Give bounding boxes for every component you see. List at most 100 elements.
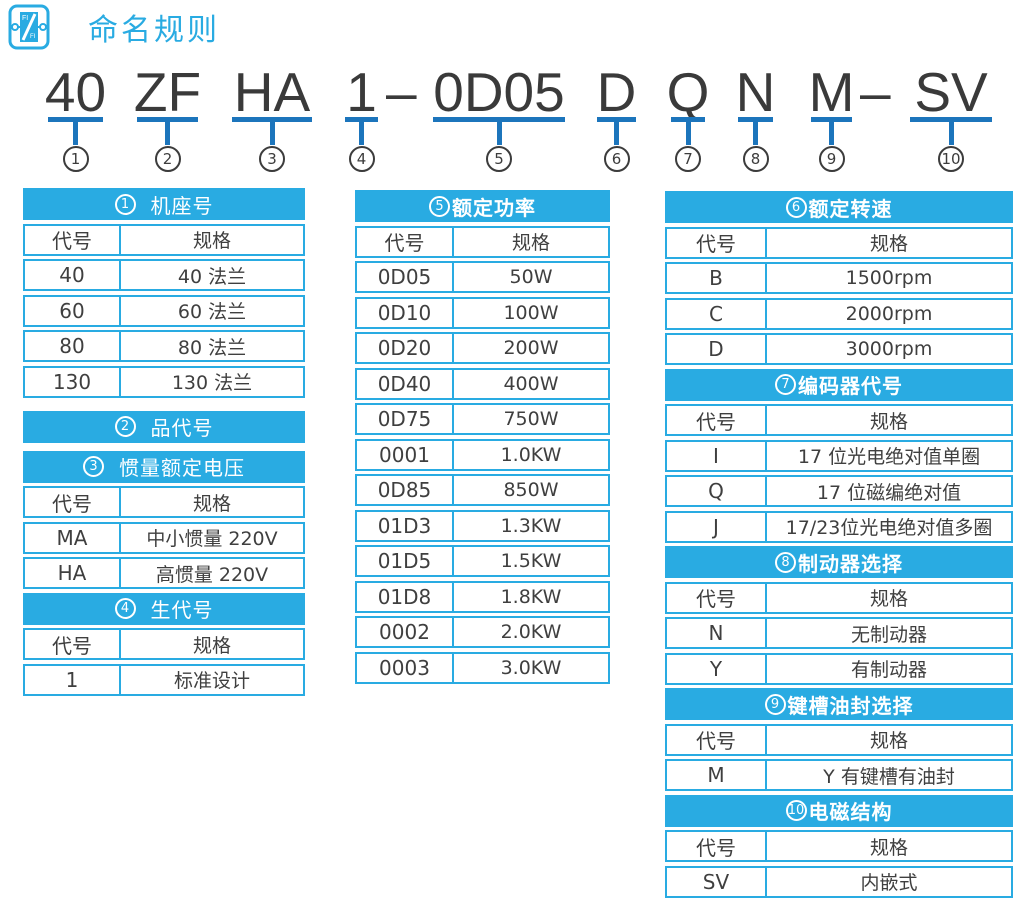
segment-underline [433, 117, 565, 122]
col-header-code: 代号 [25, 225, 121, 254]
section-title: 惯量额定电压 [119, 456, 245, 480]
section-number-icon: 10 [785, 800, 807, 821]
cell-spec: 1.0KW [500, 443, 562, 466]
code-segment-inertia-voltage: HA 3 [232, 61, 312, 172]
section-number-icon: 3 [83, 456, 104, 477]
cell-code: 01D8 [357, 582, 454, 611]
code-segment-keyway-seal: M 9 [808, 61, 855, 172]
col-header-spec: 规格 [869, 588, 908, 610]
section-title: 额定转速 [808, 196, 893, 221]
segment-tick [496, 122, 502, 145]
segment-tick [614, 122, 619, 145]
col-header-code: 代号 [667, 583, 767, 612]
col-header-spec: 规格 [192, 230, 231, 252]
code-segment-text: SV [914, 61, 988, 123]
segment-marker: 10 [938, 146, 964, 172]
section-rated-speed: 6 额定转速 代号 规格 B 1500rpm C 2000rpm [665, 191, 1013, 365]
segment-tick [753, 122, 758, 145]
cell-spec: 17 位磁编绝对值 [816, 481, 962, 504]
table-row: 0D85 850W [355, 474, 610, 506]
section-magnet-structure: 10 电磁结构 代号 规格 SV 内嵌式 [665, 794, 1013, 898]
table-body: M Y 有键槽有油封 [665, 759, 1013, 791]
table-row: 0001 1.0KW [355, 438, 610, 471]
column-header-row: 代号 规格 [665, 226, 1013, 259]
section-header: 6 额定转速 [665, 191, 1013, 223]
cell-code: B [667, 264, 767, 292]
cell-code: 60 [25, 296, 121, 325]
table-row: 01D3 1.3KW [355, 509, 610, 542]
segment-underline [48, 117, 103, 122]
column-right: 6 额定转速 代号 规格 B 1500rpm C 2000rpm [665, 191, 1013, 901]
cell-code: C [667, 299, 767, 328]
cell-spec: 100W [503, 301, 559, 324]
section-number-icon: 2 [114, 416, 136, 437]
table-row: D 3000rpm [665, 333, 1013, 365]
column-header-row: 代号 规格 [665, 404, 1013, 436]
cell-spec: 1.8KW [500, 585, 562, 608]
cell-code: 0D20 [357, 334, 454, 362]
cell-spec: 无制动器 [850, 623, 927, 646]
cell-code: 1 [25, 665, 121, 694]
table-row: 0D10 100W [355, 296, 610, 329]
section-header: 1 机座号 [23, 188, 305, 220]
table-body: 40 40 法兰 60 60 法兰 80 80 法兰 130 [23, 259, 305, 398]
page-header: FI FI 命名规则 [8, 4, 220, 50]
segment-underline [232, 117, 312, 122]
cell-spec: 50W [509, 266, 553, 288]
table-row: N 无制动器 [665, 617, 1013, 649]
code-dash: – [860, 61, 891, 123]
cell-spec: 2.0KW [500, 621, 562, 643]
table-row: C 2000rpm [665, 297, 1013, 330]
table-body: I 17 位光电绝对值单圈 Q 17 位磁编绝对值 J 17/23位光电绝对值多… [665, 439, 1013, 543]
table-row: 60 60 法兰 [23, 294, 305, 327]
table-body: N 无制动器 Y 有制动器 [665, 617, 1013, 685]
cell-code: N [667, 619, 767, 647]
table-row: 0D40 400W [355, 367, 610, 400]
section-header: 3 惯量额定电压 [23, 450, 305, 483]
section-title: 额定功率 [452, 195, 536, 220]
table-row: 0002 2.0KW [355, 616, 610, 648]
cell-code: SV [667, 867, 767, 896]
cell-spec: 高惯量 220V [155, 563, 269, 586]
section-brake-selection: 8 制动器选择 代号 规格 N 无制动器 Y 有制动器 [665, 546, 1013, 685]
segment-underline [738, 117, 773, 122]
cell-spec: Y 有键槽有油封 [823, 765, 955, 788]
segment-underline [597, 117, 636, 122]
column-header-row: 代号 规格 [23, 223, 305, 256]
section-encoder-code: 7 编码器代号 代号 规格 I 17 位光电绝对值单圈 Q 17 位磁编绝对值 [665, 368, 1013, 543]
segment-tick [829, 122, 834, 145]
cell-spec: 有制动器 [850, 659, 927, 681]
section-rated-power: 5 额定功率 代号 规格 0D05 50W 0D10 100W [355, 190, 610, 684]
col-header-spec: 规格 [869, 730, 908, 752]
section-title: 电磁结构 [808, 800, 893, 824]
cell-code: J [667, 512, 767, 541]
cell-spec: 17 位光电绝对值单圈 [797, 446, 981, 468]
table-row: I 17 位光电绝对值单圈 [665, 439, 1013, 472]
col-header-code: 代号 [25, 630, 121, 658]
page-title: 命名规则 [88, 13, 220, 48]
cell-code: Y [667, 654, 767, 683]
section-title: 品代号 [150, 416, 214, 440]
section-header: 5 额定功率 [355, 190, 610, 222]
code-segment-rated-power: 0D05 5 [433, 65, 565, 172]
code-segment-text: M [808, 61, 855, 123]
table-row: 0D75 750W [355, 403, 610, 435]
table-row: 130 130 法兰 [23, 365, 305, 398]
segment-tick [165, 122, 170, 145]
table-row: SV 内嵌式 [665, 865, 1013, 898]
column-header-row: 代号 规格 [23, 486, 305, 518]
segment-underline [910, 117, 992, 122]
table-row: 01D5 1.5KW [355, 545, 610, 577]
cell-code: 80 [25, 332, 121, 360]
section-keyway-seal-selection: 9 键槽油封选择 代号 规格 M Y 有键槽有油封 [665, 688, 1013, 791]
section-number-icon: 6 [785, 196, 807, 218]
code-segment-encoder: Q 7 [667, 65, 709, 172]
cell-code: MA [25, 523, 121, 552]
section-frame-size: 1 机座号 代号 规格 40 40 法兰 60 60 法兰 [23, 188, 305, 398]
column-header-row: 代号 规格 [355, 225, 610, 258]
code-segment-text: HA [233, 61, 311, 123]
section-title: 生代号 [150, 598, 214, 622]
segment-marker: 4 [348, 146, 375, 172]
cell-code: 0003 [357, 653, 454, 682]
